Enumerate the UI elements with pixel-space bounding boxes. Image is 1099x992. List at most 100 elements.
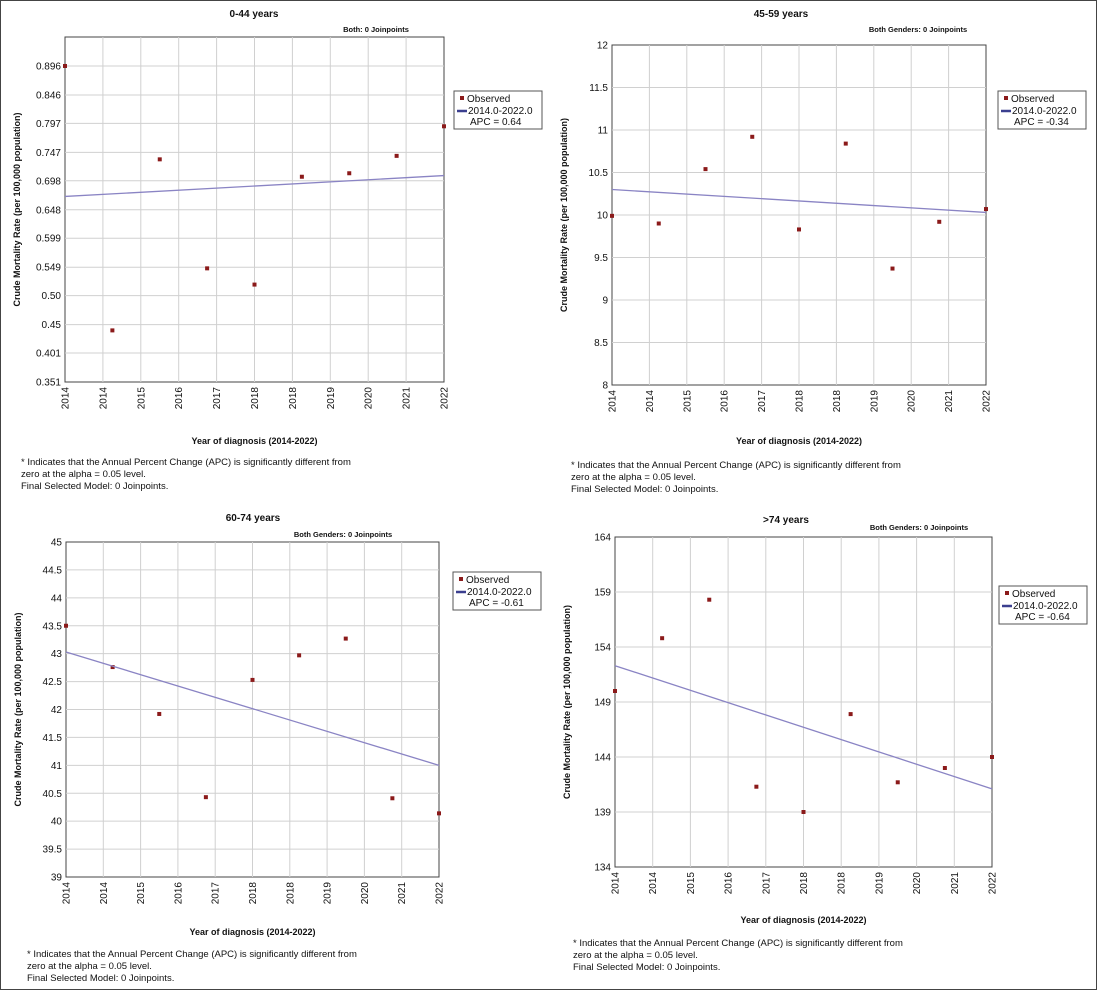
observed-point [890, 266, 895, 271]
y-tick-label: 11 [598, 126, 609, 137]
x-tick-label: 2014 [99, 882, 110, 905]
x-tick-label: 2019 [869, 390, 880, 413]
x-tick-label: 2016 [173, 882, 184, 905]
observed-point [984, 207, 988, 212]
x-tick-label: 2020 [907, 390, 918, 413]
y-tick-label: 0.698 [36, 176, 61, 187]
x-tick-label: 2018 [795, 390, 806, 413]
x-tick-label: 2016 [174, 387, 185, 410]
y-tick-label: 0.549 [36, 263, 61, 274]
observed-point [610, 213, 614, 218]
observed-point [299, 174, 304, 179]
x-tick-label: 2014 [62, 882, 73, 905]
footnote-line: zero at the alpha = 0.05 level. [571, 472, 696, 483]
y-tick-label: 139 [594, 808, 611, 819]
y-tick-label: 43.5 [43, 621, 63, 632]
legend-box [452, 571, 542, 611]
observed-point [252, 282, 257, 287]
chart-panel-2: 8 8.5 9 9.5 10 10.5 11 11.5 12 2014 2014 2015 2016 20… [559, 9, 1087, 446]
x-tick-label: 2020 [912, 872, 923, 895]
x-tick-label: 2018 [832, 390, 843, 413]
observed-point [660, 636, 665, 641]
footnote-line: zero at the alpha = 0.05 level. [27, 961, 152, 972]
y-tick-label: 8 [602, 381, 608, 392]
x-tick-label: 2017 [761, 872, 772, 895]
legend-label-observed: Observed [1012, 589, 1055, 600]
legend-box [998, 585, 1088, 625]
x-axis-label: Year of diagnosis (2014-2022) [191, 436, 317, 446]
x-tick-label: 2018 [799, 872, 810, 895]
observed-point [63, 63, 67, 68]
y-tick-label: 42.5 [43, 677, 63, 688]
observed-point [937, 219, 942, 224]
observed-point [110, 665, 115, 670]
x-tick-label: 2015 [136, 387, 147, 410]
chart-panel-3: 39 39.5 40 40.5 41 41.5 42 42.5 43 43.5 44 44.5 45 20… [13, 513, 542, 937]
legend-label-trend: 2014.0-2022.0 [468, 106, 533, 117]
y-tick-label: 41.5 [43, 733, 63, 744]
y-tick-label: 154 [594, 643, 611, 654]
footnote-panel-1: * Indicates that the Annual Percent Chan… [21, 457, 451, 493]
y-tick-label: 144 [594, 753, 611, 764]
observed-point [707, 597, 712, 602]
chart-title: 0-44 years [230, 9, 279, 20]
x-tick-label: 2022 [435, 882, 446, 905]
x-tick-label: 2014 [608, 390, 619, 413]
footnote-line: Final Selected Model: 0 Joinpoints. [21, 481, 169, 492]
footnote-line: Final Selected Model: 0 Joinpoints. [573, 962, 721, 973]
y-tick-label: 164 [594, 533, 611, 544]
legend-label-observed: Observed [1011, 94, 1054, 105]
observed-point [250, 677, 255, 682]
y-tick-label: 159 [594, 588, 611, 599]
y-tick-label: 10.5 [589, 168, 609, 179]
y-tick-label: 0.401 [36, 349, 61, 360]
x-tick-label: 2019 [326, 387, 337, 410]
y-axis-label: Crude Mortality Rate (per 100,000 popula… [13, 612, 23, 806]
footnote-line: Final Selected Model: 0 Joinpoints. [27, 973, 175, 984]
observed-point [942, 766, 947, 770]
y-tick-label: 39 [51, 873, 63, 884]
observed-point [394, 153, 399, 158]
chart-panel-4: 134 139 144 149 154 159 164 2014 2014 2015 2016 201… [562, 515, 1088, 925]
observed-point [205, 266, 210, 271]
observed-point [656, 221, 661, 226]
observed-point [203, 795, 208, 800]
x-tick-label: 2017 [757, 390, 768, 413]
legend-box [453, 90, 543, 130]
x-axis-label: Year of diagnosis (2014-2022) [189, 927, 315, 937]
x-tick-label: 2020 [364, 387, 375, 410]
footnote-line: zero at the alpha = 0.05 level. [21, 469, 146, 480]
y-tick-label: 41 [51, 761, 63, 772]
x-tick-label: 2020 [360, 882, 371, 905]
y-axis-label: Crude Mortality Rate (per 100,000 popula… [559, 118, 569, 312]
trend-line [611, 188, 987, 214]
x-tick-label: 2018 [837, 872, 848, 895]
x-tick-label: 2021 [950, 872, 961, 895]
x-tick-label: 2014 [611, 872, 622, 895]
observed-point [843, 141, 848, 146]
y-tick-label: 9 [602, 296, 608, 307]
chart-subtitle: Both: 0 Joinpoints [343, 25, 409, 34]
x-tick-label: 2019 [874, 872, 885, 895]
legend-marker-observed [459, 577, 463, 581]
footnote-line: * Indicates that the Annual Percent Chan… [27, 949, 357, 960]
chart-subtitle: Both Genders: 0 Joinpoints [294, 530, 392, 539]
observed-point [437, 811, 441, 816]
observed-point [390, 796, 395, 801]
x-tick-label: 2018 [288, 387, 299, 410]
observed-point [110, 328, 115, 333]
y-tick-label: 40 [51, 817, 63, 828]
y-tick-label: 43 [51, 649, 63, 660]
x-tick-label: 2022 [440, 387, 451, 410]
observed-point [848, 712, 853, 717]
x-tick-label: 2022 [982, 390, 993, 413]
observed-point [442, 124, 446, 129]
legend-box [997, 90, 1087, 130]
y-tick-label: 40.5 [43, 789, 63, 800]
x-tick-label: 2021 [397, 882, 408, 905]
y-tick-label: 0.599 [36, 234, 61, 245]
y-axis-label: Crude Mortality Rate (per 100,000 popula… [562, 605, 572, 799]
footnote-line: Final Selected Model: 0 Joinpoints. [571, 484, 719, 495]
